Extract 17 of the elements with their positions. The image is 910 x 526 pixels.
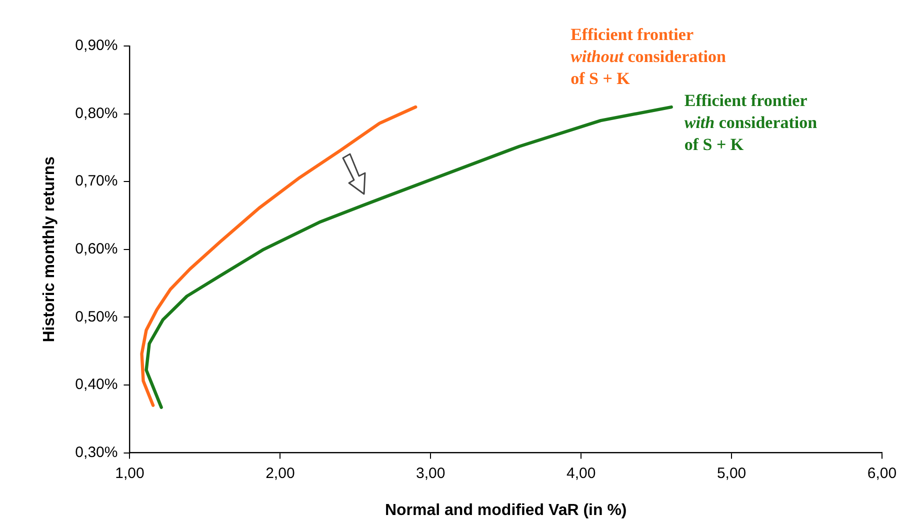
- text: Efficient frontier with consideration of S + K: [684, 90, 818, 154]
- y-tick-label: 0,30%: [75, 444, 118, 461]
- x-tick-label: 4,00: [566, 464, 596, 482]
- y-tick-label: 0,90%: [75, 37, 118, 54]
- y-tick-label: 0,40%: [75, 376, 118, 394]
- text: Efficient frontier without consideration of S + K: [570, 24, 726, 88]
- x-tick-label: 6,00: [867, 464, 897, 482]
- x-axis-title: Normal and modified VaR (in %): [384, 502, 627, 519]
- x-tick-label: 3,00: [416, 464, 446, 482]
- y-tick-label: 0,60%: [75, 240, 118, 258]
- y-tick-label: 0,70%: [75, 172, 118, 190]
- y-tick-label: 0,80%: [75, 104, 118, 122]
- y-tick-label: 0,50%: [75, 308, 118, 326]
- x-tick-label: 5,00: [716, 464, 746, 482]
- x-tick-label: 2,00: [266, 464, 295, 482]
- y-axis-title: Historic monthly returns: [41, 156, 58, 342]
- x-tick-label: 1,00: [115, 464, 144, 482]
